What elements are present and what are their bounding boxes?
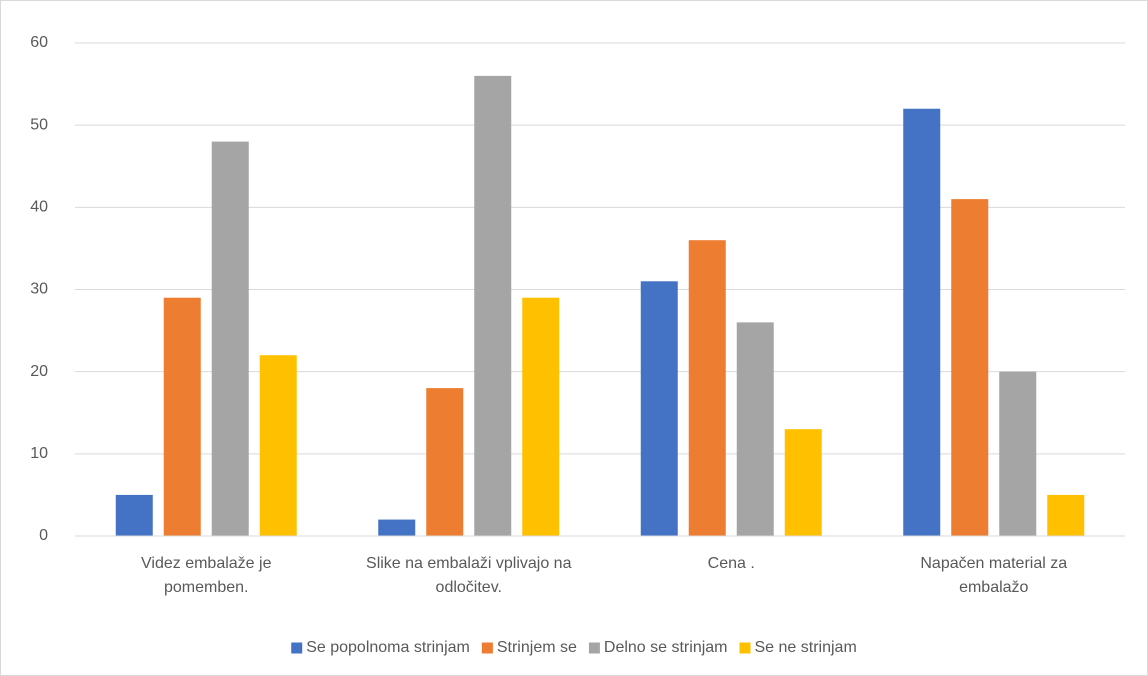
x-tick-label: Videz embalaže je pomemben. xyxy=(141,555,272,596)
y-tick-label: 0 xyxy=(39,527,48,544)
legend-swatch xyxy=(291,642,303,654)
x-tick-label: Napačen material za embalažo xyxy=(920,555,1068,596)
y-tick-label: 60 xyxy=(30,34,48,51)
y-tick-label: 50 xyxy=(30,116,48,133)
bar xyxy=(378,519,416,536)
bar xyxy=(736,322,774,536)
legend-label: Delno se strinjam xyxy=(604,639,728,656)
y-tick-label: 30 xyxy=(30,281,48,298)
legend-label: Se ne strinjam xyxy=(755,639,857,656)
legend-swatch xyxy=(588,642,600,654)
bar xyxy=(259,355,297,536)
legend-swatch xyxy=(739,642,751,654)
y-tick-label: 10 xyxy=(30,445,48,462)
legend-label: Strinjem se xyxy=(497,639,577,656)
bar xyxy=(1047,494,1085,536)
bar xyxy=(522,297,560,536)
y-tick-label: 20 xyxy=(30,363,48,380)
bar xyxy=(163,297,201,536)
y-tick-label: 40 xyxy=(30,199,48,216)
x-tick-label: Cena . xyxy=(707,555,755,572)
legend-swatch xyxy=(481,642,493,654)
bar xyxy=(211,141,249,536)
x-tick-label: Slike na embalaži vplivajo na odločitev. xyxy=(366,555,572,596)
bar xyxy=(903,108,941,536)
legend-label: Se popolnoma strinjam xyxy=(306,639,470,656)
bar xyxy=(115,494,153,536)
bar xyxy=(426,388,464,536)
bar xyxy=(474,75,512,536)
bar xyxy=(688,240,726,536)
bar xyxy=(999,371,1037,536)
bar xyxy=(640,281,678,536)
bar xyxy=(784,429,822,536)
bar xyxy=(951,199,989,536)
